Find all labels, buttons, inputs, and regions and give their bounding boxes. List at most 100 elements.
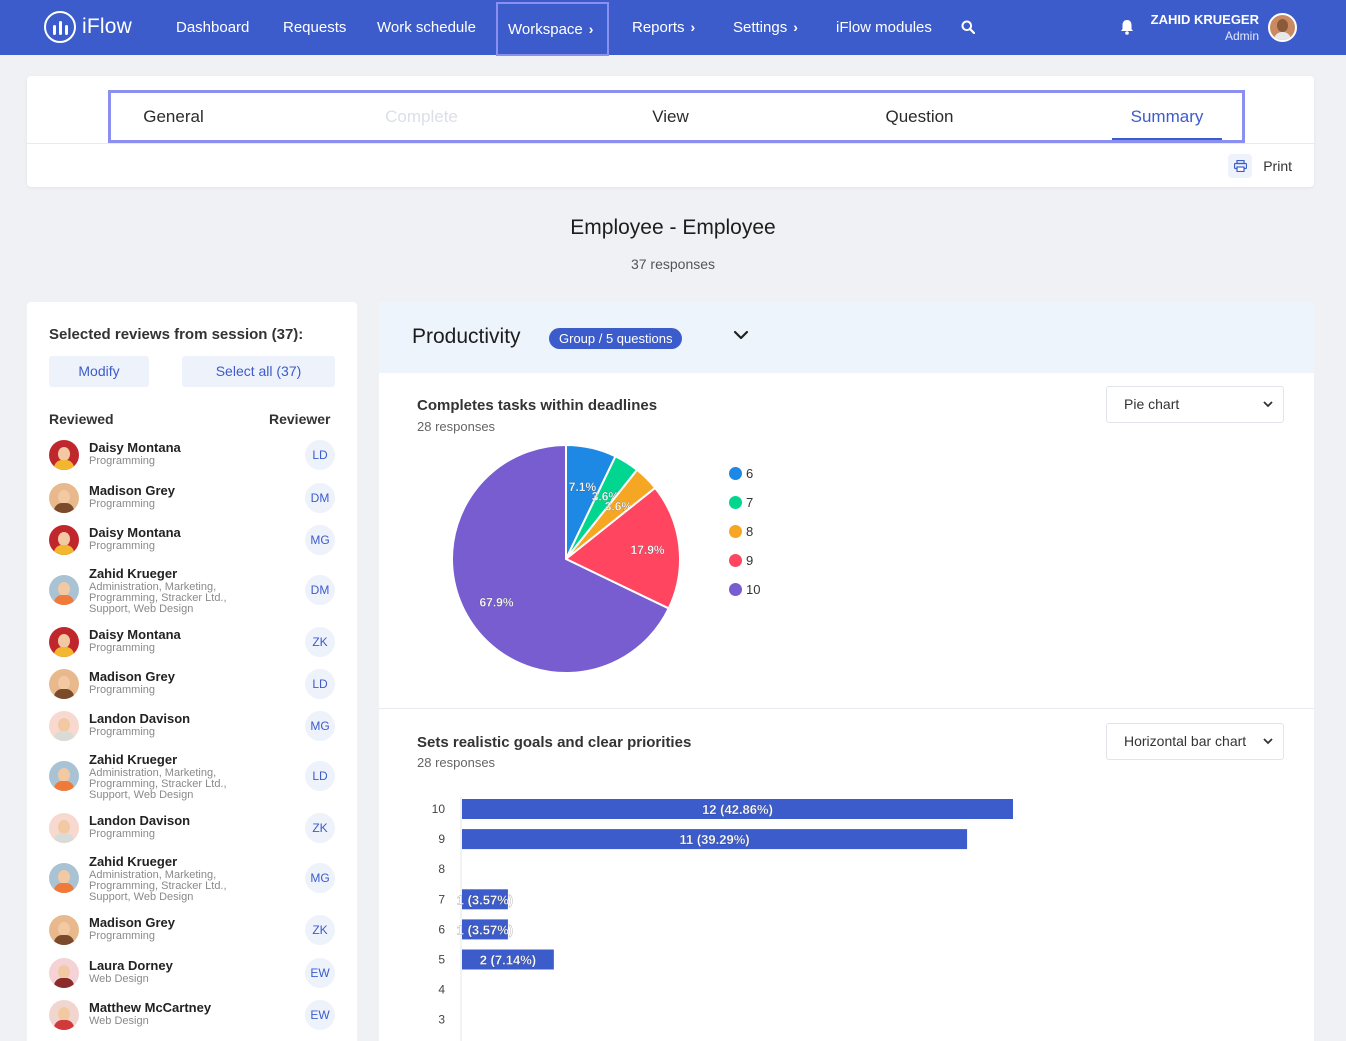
list-item[interactable]: Landon Davison Programming ZK bbox=[49, 813, 339, 845]
divider bbox=[379, 708, 1314, 709]
legend-item[interactable]: 8 bbox=[729, 524, 753, 539]
reviewer-badge[interactable]: MG bbox=[305, 711, 335, 741]
list-item[interactable]: Madison Grey Programming ZK bbox=[49, 915, 339, 947]
reviewer-badge[interactable]: LD bbox=[305, 669, 335, 699]
top-navbar: iFlow Dashboard Requests Work schedule W… bbox=[0, 0, 1346, 56]
legend-item[interactable]: 10 bbox=[729, 582, 760, 597]
pie-data-label: 17.9% bbox=[631, 543, 665, 557]
pie-data-label: 7.1% bbox=[569, 480, 597, 494]
avatar bbox=[49, 1000, 79, 1030]
reviewed-name: Laura Dorney bbox=[89, 958, 173, 973]
group-header[interactable]: Productivity Group / 5 questions bbox=[379, 302, 1314, 373]
nav-requests[interactable]: Requests bbox=[283, 0, 346, 55]
print-button[interactable]: Print bbox=[1228, 153, 1292, 179]
legend-item[interactable]: 9 bbox=[729, 553, 753, 568]
bar-6[interactable] bbox=[462, 919, 508, 940]
reviewer-badge[interactable]: DM bbox=[305, 575, 335, 605]
reviewed-department: Programming bbox=[89, 726, 156, 738]
user-avatar[interactable] bbox=[1268, 13, 1297, 42]
tab-general[interactable]: General bbox=[143, 107, 204, 126]
legend-dot bbox=[729, 583, 742, 596]
list-item[interactable]: Zahid Krueger Administration, Marketing, … bbox=[49, 854, 339, 903]
legend-item[interactable]: 7 bbox=[729, 495, 753, 510]
legend-label: 6 bbox=[746, 466, 754, 481]
reviewer-badge[interactable]: MG bbox=[305, 525, 335, 555]
reviewer-badge[interactable]: ZK bbox=[305, 813, 335, 843]
chevron-right-icon: › bbox=[690, 19, 696, 35]
nav-reports[interactable]: Reports › bbox=[632, 0, 695, 55]
chevron-down-icon[interactable] bbox=[733, 329, 749, 341]
bar-7[interactable] bbox=[462, 889, 508, 910]
chart-type-value: Horizontal bar chart bbox=[1124, 733, 1247, 749]
chart-type-value: Pie chart bbox=[1124, 396, 1180, 412]
nav-dashboard[interactable]: Dashboard bbox=[176, 0, 249, 55]
list-item[interactable]: Madison Grey Programming LD bbox=[49, 669, 339, 701]
reviewer-badge[interactable]: DM bbox=[305, 483, 335, 513]
reviewer-badge[interactable]: ZK bbox=[305, 915, 335, 945]
app-logo[interactable]: iFlow bbox=[44, 11, 132, 43]
nav-settings[interactable]: Settings › bbox=[733, 0, 798, 55]
avatar bbox=[49, 669, 79, 699]
bar-data-label: 11 (39.29%) bbox=[679, 832, 749, 847]
pie-data-label: 3.6% bbox=[605, 500, 633, 514]
reviewer-badge[interactable]: LD bbox=[305, 440, 335, 470]
legend-item[interactable]: 6 bbox=[729, 466, 753, 481]
reviewed-name: Daisy Montana bbox=[89, 627, 181, 642]
logo-icon bbox=[44, 11, 76, 43]
list-item[interactable]: Zahid Krueger Administration, Marketing, … bbox=[49, 566, 339, 615]
avatar bbox=[49, 813, 79, 843]
avatar bbox=[49, 711, 79, 741]
pie-slice-9[interactable] bbox=[564, 486, 681, 610]
nav-iflow-modules[interactable]: iFlow modules bbox=[836, 0, 932, 55]
pie-data-label: 67.9% bbox=[479, 596, 513, 610]
question-title: Sets realistic goals and clear prioritie… bbox=[417, 734, 692, 751]
tab-question[interactable]: Question bbox=[885, 107, 954, 126]
reviewer-badge[interactable]: EW bbox=[305, 1000, 335, 1030]
reviewed-department: Administration, Marketing, Programming, … bbox=[89, 767, 227, 801]
avatar bbox=[49, 958, 79, 988]
list-item[interactable]: Landon Davison Programming MG bbox=[49, 711, 339, 743]
bell-icon[interactable] bbox=[1120, 19, 1134, 35]
bar-9[interactable] bbox=[462, 829, 968, 850]
list-item[interactable]: Daisy Montana Programming MG bbox=[49, 525, 339, 557]
chevron-down-icon bbox=[1263, 738, 1273, 745]
reviewed-name: Daisy Montana bbox=[89, 525, 181, 540]
list-item[interactable]: Matthew McCartney Web Design EW bbox=[49, 1000, 339, 1032]
search-icon[interactable] bbox=[961, 20, 975, 34]
select-all-button[interactable]: Select all (37) bbox=[182, 356, 335, 387]
bar-10[interactable] bbox=[462, 799, 1013, 819]
chart-type-select[interactable]: Pie chart bbox=[1106, 386, 1284, 423]
legend-dot bbox=[729, 467, 742, 480]
chevron-right-icon: › bbox=[793, 19, 798, 35]
pie-chart: 7.1%3.6%3.6%17.9%67.9% bbox=[451, 443, 681, 674]
tab-summary[interactable]: Summary bbox=[1112, 93, 1222, 140]
nav-settings-label: Settings bbox=[733, 19, 788, 36]
nav-dashboard-label: Dashboard bbox=[176, 19, 250, 36]
list-item[interactable]: Daisy Montana Programming LD bbox=[49, 440, 339, 472]
reviews-panel: Selected reviews from session (37): Modi… bbox=[27, 302, 357, 1041]
list-item[interactable]: Zahid Krueger Administration, Marketing, … bbox=[49, 752, 339, 801]
reviewer-badge[interactable]: ZK bbox=[305, 627, 335, 657]
user-name[interactable]: ZAHID KRUEGER bbox=[1150, 12, 1259, 27]
summary-panel: Productivity Group / 5 questions Complet… bbox=[379, 302, 1314, 1041]
chart-type-select[interactable]: Horizontal bar chart bbox=[1106, 723, 1284, 760]
reviewer-badge[interactable]: MG bbox=[305, 863, 335, 893]
reviewer-badge[interactable]: LD bbox=[305, 761, 335, 791]
reviewed-name: Landon Davison bbox=[89, 711, 191, 726]
list-item[interactable]: Daisy Montana Programming ZK bbox=[49, 627, 339, 659]
bar-5[interactable] bbox=[462, 949, 554, 970]
avatar bbox=[49, 863, 79, 893]
list-item[interactable]: Laura Dorney Web Design EW bbox=[49, 958, 339, 990]
legend-dot bbox=[729, 496, 742, 509]
column-reviewer: Reviewer bbox=[269, 411, 331, 427]
list-item[interactable]: Madison Grey Programming DM bbox=[49, 483, 339, 515]
modify-button[interactable]: Modify bbox=[49, 356, 149, 387]
nav-work-schedule[interactable]: Work schedule bbox=[377, 0, 476, 55]
y-tick-label: 10 bbox=[432, 802, 446, 816]
tab-view[interactable]: View bbox=[652, 107, 689, 126]
tab-complete: Complete bbox=[385, 107, 458, 126]
nav-workspace[interactable]: Workspace › bbox=[496, 2, 609, 56]
pie-slice-10[interactable] bbox=[451, 443, 671, 674]
reviewer-badge[interactable]: EW bbox=[305, 958, 335, 988]
column-reviewed: Reviewed bbox=[49, 411, 114, 427]
